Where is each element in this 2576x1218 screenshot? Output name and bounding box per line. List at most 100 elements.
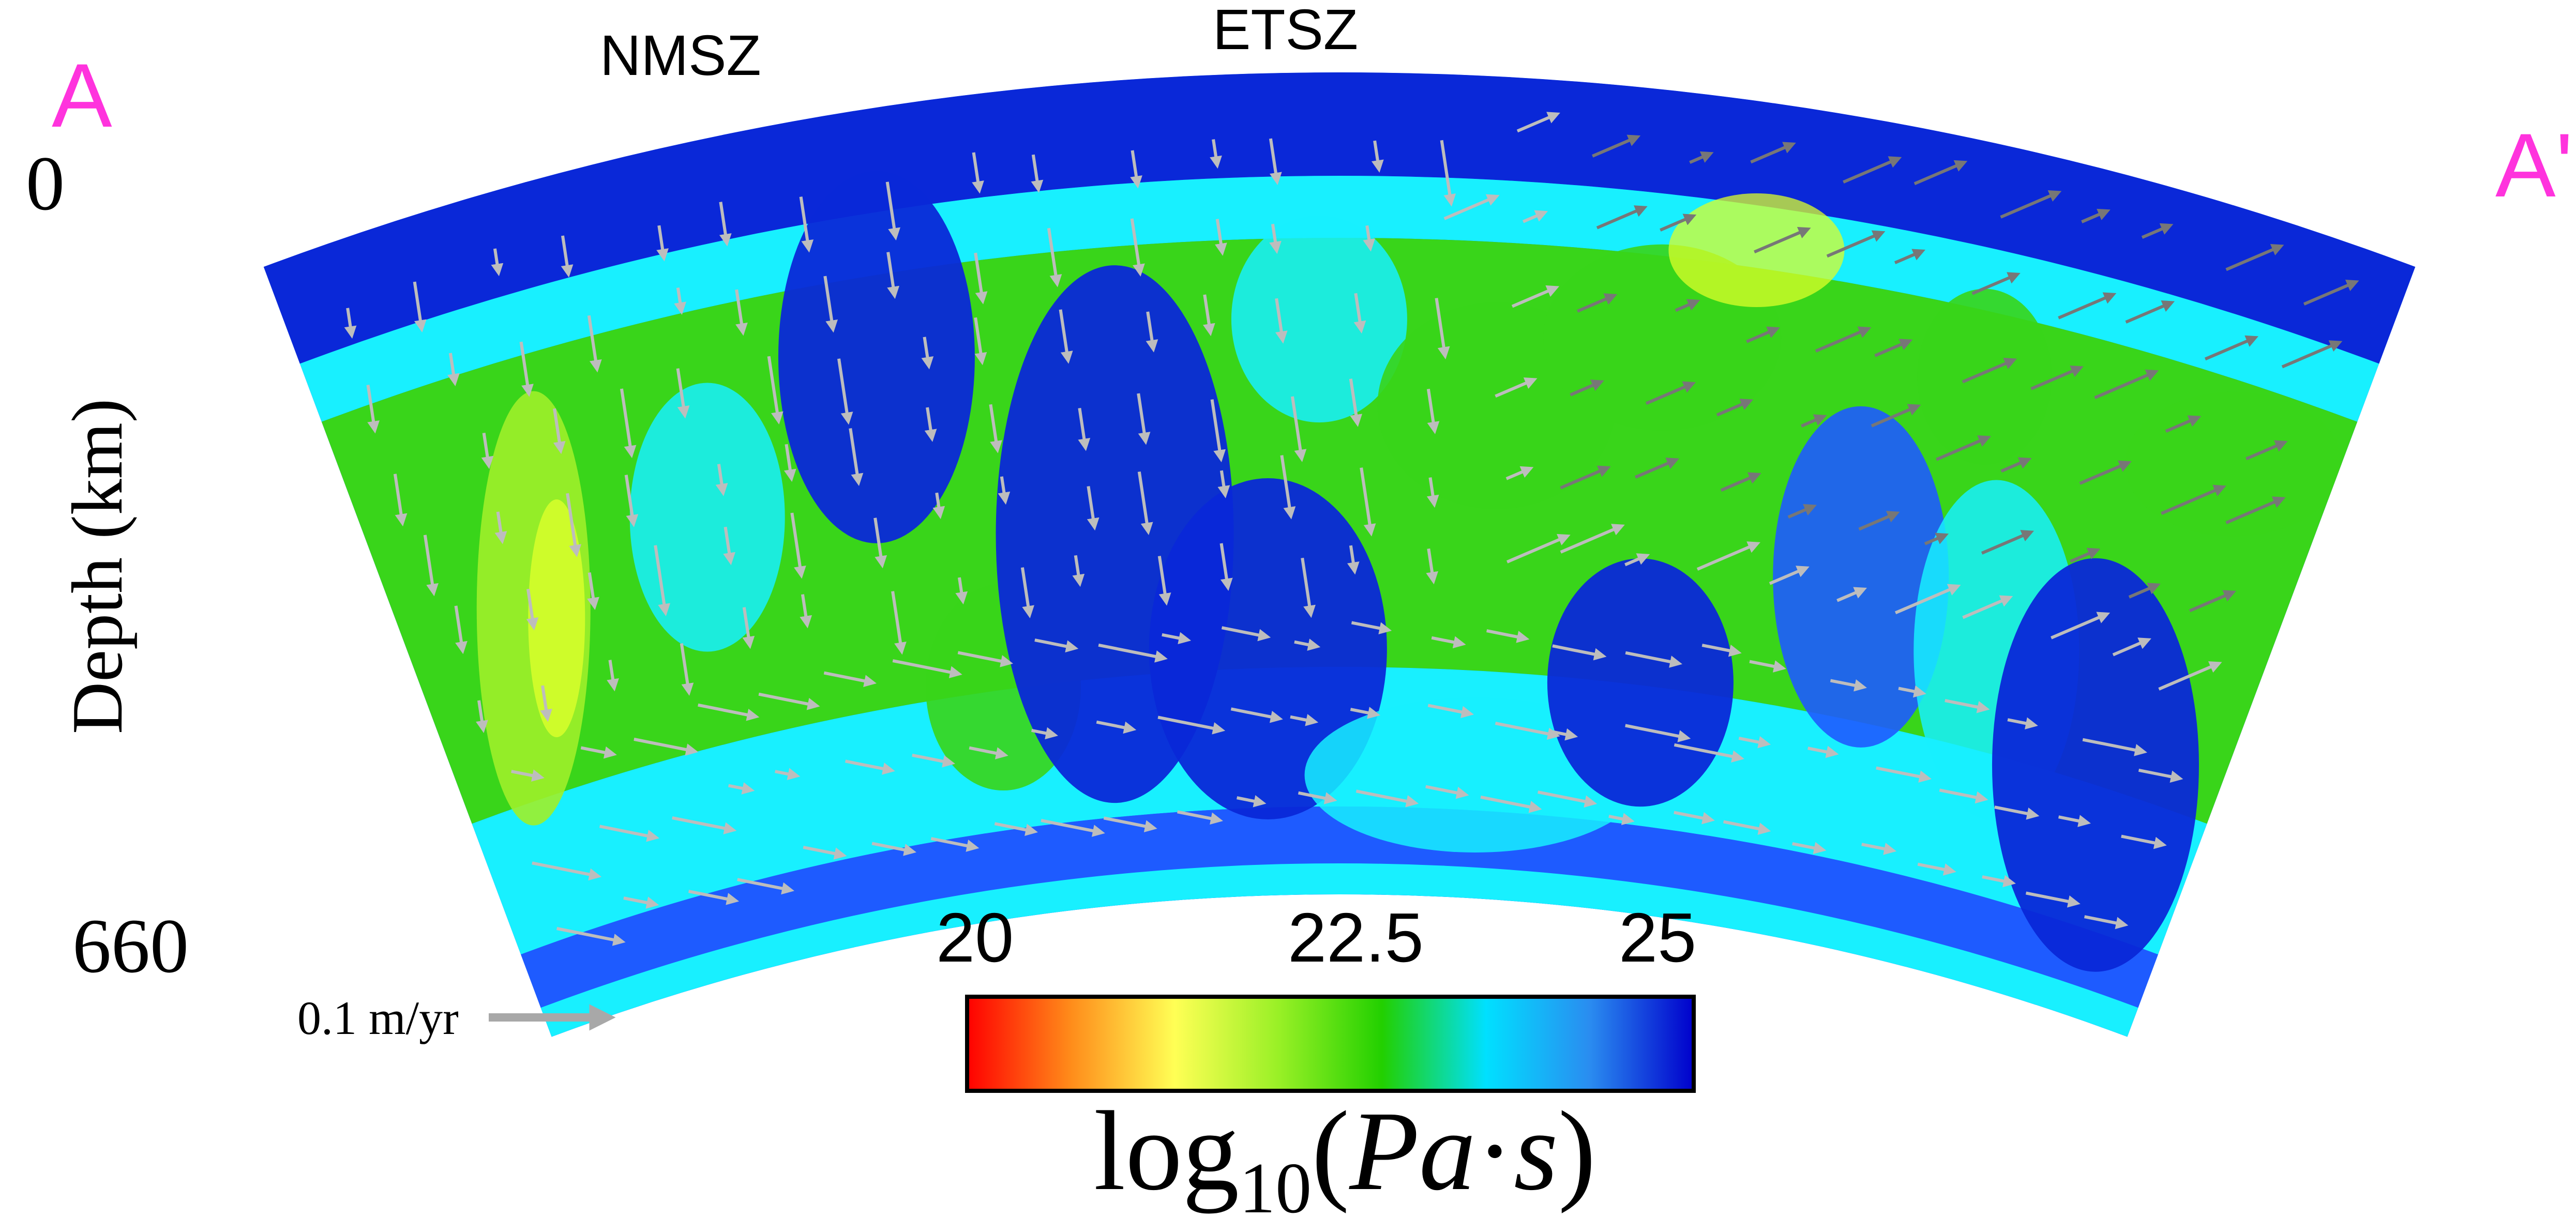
velocity-arrow	[1426, 477, 1439, 508]
velocity-arrow	[1157, 715, 1226, 735]
velocity-arrow	[2000, 457, 2032, 473]
velocity-arrow	[1360, 467, 1376, 537]
velocity-arrow	[454, 605, 468, 654]
velocity-arrow	[620, 388, 637, 459]
velocity-arrow	[1096, 720, 1137, 734]
velocity-arrow	[1275, 298, 1288, 344]
velocity-arrow	[2121, 834, 2167, 849]
velocity-arrow	[1440, 140, 1456, 207]
velocity-arrow	[1701, 644, 1742, 657]
velocity-arrow	[1347, 545, 1360, 575]
velocity-arrow	[1894, 584, 1961, 615]
velocity-arrow	[672, 816, 737, 834]
velocity-arrow	[1522, 210, 1548, 223]
velocity-arrow	[1769, 566, 1810, 585]
velocity-arrow	[803, 845, 847, 860]
velocity-arrow	[553, 408, 566, 454]
zone-label-etsz: ETSZ	[1213, 0, 1358, 62]
velocity-arrow	[2128, 583, 2161, 599]
velocity-arrow	[698, 703, 760, 721]
velocity-arrow	[1861, 843, 1897, 855]
velocity-arrow	[654, 545, 671, 617]
velocity-arrow	[1876, 766, 1932, 783]
velocity-arrow	[969, 746, 1008, 759]
velocity-arrow	[532, 861, 602, 881]
velocity-arrow	[1917, 862, 1956, 876]
lower-transition-band	[472, 667, 2207, 955]
green-anomaly-east-3	[1917, 288, 2052, 465]
velocity-arrow	[2070, 547, 2101, 563]
velocity-arrow	[1031, 727, 1059, 740]
stiff-slab-east	[1992, 558, 2199, 972]
velocity-arrow	[1592, 134, 1641, 158]
velocity-arrow	[1177, 810, 1223, 825]
velocity-arrow	[972, 152, 984, 194]
velocity-arrow	[1355, 789, 1419, 808]
velocity-arrow	[1749, 660, 1786, 673]
velocity-arrow	[674, 287, 686, 315]
velocity-arrow	[758, 692, 820, 710]
velocity-arrow	[511, 769, 545, 782]
velocity-arrow	[447, 353, 460, 387]
velocity-arrow	[1020, 567, 1034, 618]
blue-anomaly-east	[1773, 406, 1949, 748]
velocity-arrow	[680, 643, 694, 696]
velocity-arrow	[2303, 279, 2359, 306]
velocity-arrow	[1815, 326, 1872, 353]
velocity-arrow	[1830, 679, 1867, 692]
velocity-arrow	[2112, 637, 2151, 657]
cyan-anomaly-2	[1231, 216, 1407, 423]
velocity-arrow	[1435, 298, 1450, 360]
velocity-arrow	[728, 782, 755, 795]
velocity-arrow	[599, 825, 660, 842]
velocity-arrow	[2084, 915, 2129, 930]
velocity-arrow	[1230, 707, 1283, 723]
velocity-arrow	[723, 526, 735, 566]
velocity-arrow	[1072, 555, 1085, 587]
velocity-arrow	[1363, 225, 1376, 252]
velocity-arrow	[1480, 795, 1542, 813]
velocity-arrow	[1516, 112, 1560, 133]
velocity-arrow	[1836, 587, 1867, 602]
velocity-arrow	[1495, 722, 1560, 740]
velocity-arrow	[344, 308, 357, 339]
velocity-arrow	[921, 337, 934, 370]
velocity-arrow	[1720, 472, 1761, 492]
colorbar-ramp	[965, 995, 1696, 1093]
velocity-arrow	[1486, 629, 1530, 643]
velocity-arrow	[1103, 816, 1157, 832]
velocity-arrow	[2204, 335, 2258, 361]
velocity-arrow	[1353, 293, 1366, 334]
velocity-arrow	[2141, 223, 2174, 239]
velocity-arrow	[1945, 699, 1990, 713]
velocity-arrow	[930, 837, 980, 852]
velocity-arrow	[2025, 891, 2081, 908]
velocity-arrow	[1608, 813, 1635, 826]
velocity-arrow	[1290, 396, 1307, 462]
velocity-arrow	[1059, 309, 1073, 364]
velocity-arrow	[845, 759, 895, 775]
colorbar-tick-22-5: 22.5	[1288, 899, 1424, 977]
velocity-arrow	[2051, 612, 2111, 640]
velocity-arrow	[1290, 714, 1319, 726]
velocity-arrow	[849, 428, 864, 486]
velocity-arrow	[885, 181, 900, 241]
velocity-arrow	[1894, 249, 1925, 265]
velocity-arrow	[1214, 219, 1227, 256]
velocity-arrow	[1269, 223, 1282, 254]
velocity-arrow	[1560, 524, 1625, 554]
velocity-arrow	[1843, 156, 1902, 184]
lithosphere-band	[263, 72, 2416, 364]
velocity-arrow	[1576, 293, 1618, 313]
cyan-anomaly-1	[629, 383, 785, 652]
velocity-arrow	[2082, 738, 2147, 756]
velocity-arrow	[1237, 795, 1267, 808]
velocity-arrow	[800, 594, 812, 629]
velocity-scale: 0.1 m/yr	[297, 992, 616, 1044]
velocity-arrow	[1210, 139, 1222, 169]
velocity-arrow	[540, 685, 552, 722]
velocity-arrow	[2058, 815, 2091, 827]
velocity-arrow	[1596, 205, 1648, 230]
velocity-arrow	[1645, 381, 1696, 405]
velocity-arrow	[1635, 458, 1680, 479]
